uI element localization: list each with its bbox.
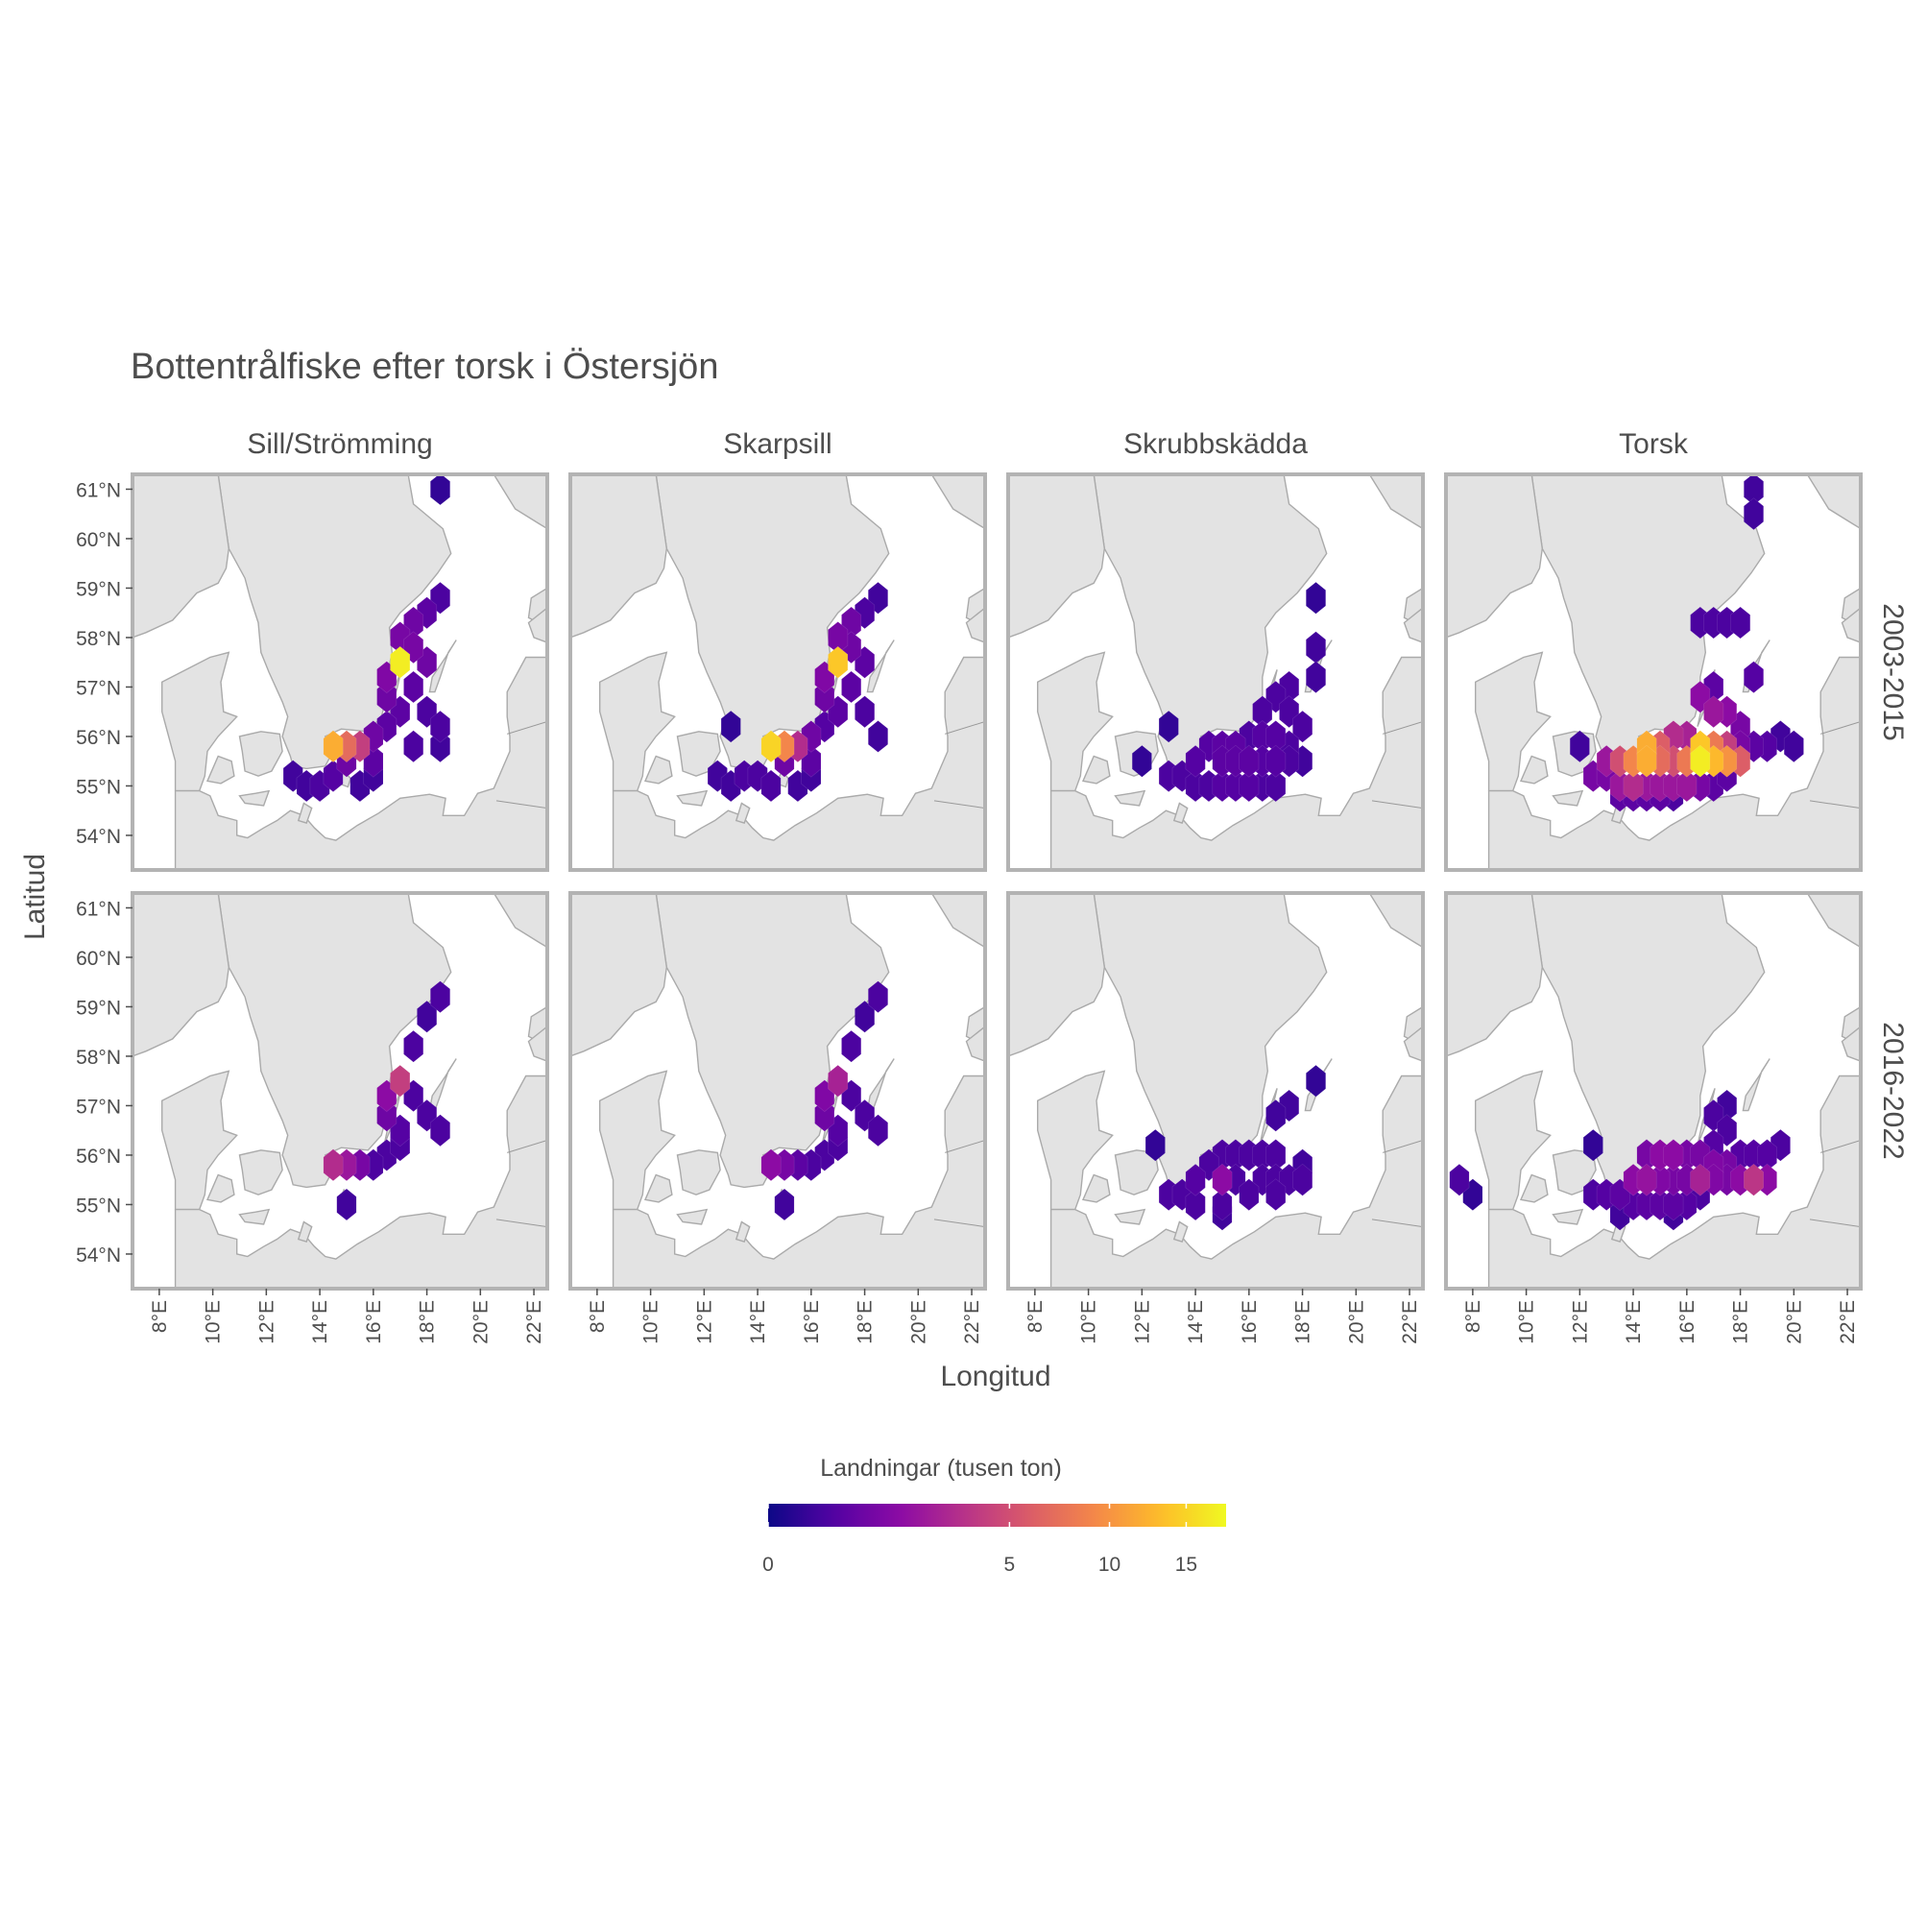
map-layer — [570, 474, 985, 870]
lat-tick-label: 54°N — [76, 1244, 121, 1267]
facet-row-2003-2015: 2003-2015 — [1877, 603, 1909, 740]
lon-tick-label: 20°E — [1783, 1300, 1805, 1344]
lon-tick-label: 10°E — [640, 1300, 662, 1344]
lon-tick-label: 16°E — [363, 1300, 385, 1344]
lon-tick-label: 16°E — [1239, 1300, 1261, 1344]
lat-tick-label: 58°N — [76, 628, 121, 650]
lon-tick-label: 18°E — [1292, 1300, 1314, 1344]
lon-tick-label: 8°E — [149, 1300, 171, 1333]
lat-tick-label: 55°N — [76, 776, 121, 798]
panel-torsk-2003-2015 — [1446, 473, 1861, 870]
map-layer — [1008, 474, 1423, 870]
lon-tick-label: 8°E — [1024, 1300, 1047, 1333]
panel-sill-str-mming-2016-2022: 54°N 55°N 56°N 57°N 58°N 59°N 60°N 61°N 8°E 10°E 1… — [76, 893, 547, 1344]
legend-tick-label: 10 — [1098, 1554, 1120, 1576]
lon-tick-label: 14°E — [1185, 1300, 1207, 1344]
facet-title-skrubbsk-dda: Skrubbskädda — [1123, 428, 1308, 460]
facet-panels: Sill/Strömming Skarpsill Skrubbskädda Torsk… — [76, 428, 1909, 1344]
color-legend: Landningar (tusen ton) 0 5 10 15 — [762, 1455, 1226, 1576]
lon-tick-label: 12°E — [693, 1300, 715, 1344]
map-layer — [1446, 893, 1861, 1289]
lon-tick-label: 10°E — [1078, 1300, 1100, 1344]
panel-skarpsill-2003-2015 — [570, 474, 985, 870]
lon-tick-label: 20°E — [1345, 1300, 1367, 1344]
lon-tick-label: 18°E — [417, 1300, 439, 1344]
legend-tick-label: 5 — [1004, 1554, 1016, 1576]
lon-tick-label: 8°E — [587, 1300, 609, 1333]
lon-tick-label: 20°E — [907, 1300, 929, 1344]
y-axis-label: Latitud — [19, 854, 51, 940]
lon-tick-label: 18°E — [1730, 1300, 1752, 1344]
facet-row-2016-2022: 2016-2022 — [1877, 1022, 1909, 1159]
legend-title: Landningar (tusen ton) — [820, 1455, 1062, 1482]
map-layer — [1446, 473, 1861, 870]
lat-tick-label: 56°N — [76, 1146, 121, 1168]
legend-tick-label: 15 — [1175, 1554, 1197, 1576]
lon-tick-label: 20°E — [470, 1300, 492, 1344]
lon-tick-label: 14°E — [1623, 1300, 1645, 1344]
panel-skarpsill-2016-2022: 8°E 10°E 12°E 14°E 16°E 18°E 20°E 22°E — [570, 893, 985, 1344]
chart-title: Bottentrålfiske efter torsk i Östersjön — [131, 347, 718, 387]
panel-torsk-2016-2022: 8°E 10°E 12°E 14°E 16°E 18°E 20°E 22°E — [1446, 893, 1861, 1344]
lat-tick-label: 57°N — [76, 677, 121, 699]
lon-tick-label: 22°E — [961, 1300, 983, 1344]
lat-tick-label: 56°N — [76, 727, 121, 749]
lon-tick-label: 16°E — [801, 1300, 823, 1344]
lon-tick-label: 8°E — [1462, 1300, 1484, 1333]
lat-tick-label: 61°N — [76, 479, 121, 501]
lat-tick-label: 60°N — [76, 948, 121, 970]
lat-tick-label: 59°N — [76, 997, 121, 1019]
panel-skrubbsk-dda-2003-2015 — [1008, 474, 1423, 870]
lon-tick-label: 22°E — [1399, 1300, 1421, 1344]
facet-title-sill-str-mming: Sill/Strömming — [247, 428, 432, 460]
lat-tick-label: 57°N — [76, 1096, 121, 1118]
lon-tick-label: 22°E — [523, 1300, 545, 1344]
lon-tick-label: 12°E — [255, 1300, 277, 1344]
facet-title-skarpsill: Skarpsill — [723, 428, 831, 460]
map-layer — [1008, 893, 1423, 1289]
lon-tick-label: 14°E — [747, 1300, 769, 1344]
lon-tick-label: 22°E — [1837, 1300, 1859, 1344]
lon-tick-label: 14°E — [309, 1300, 331, 1344]
lat-tick-label: 61°N — [76, 898, 121, 920]
x-axis-label: Longitud — [940, 1361, 1050, 1392]
map-layer — [132, 473, 547, 870]
lat-tick-label: 59°N — [76, 578, 121, 600]
lon-tick-label: 16°E — [1676, 1300, 1698, 1344]
lat-tick-label: 60°N — [76, 529, 121, 551]
legend-tick-label: 0 — [762, 1554, 774, 1576]
lon-tick-label: 18°E — [855, 1300, 877, 1344]
panel-skrubbsk-dda-2016-2022: 8°E 10°E 12°E 14°E 16°E 18°E 20°E 22°E — [1008, 893, 1423, 1344]
facet-title-torsk: Torsk — [1619, 428, 1689, 460]
lat-tick-label: 55°N — [76, 1195, 121, 1217]
legend-colorbar — [768, 1504, 1226, 1527]
map-layer — [570, 893, 985, 1289]
lon-tick-label: 12°E — [1569, 1300, 1591, 1344]
lon-tick-label: 10°E — [203, 1300, 225, 1344]
lon-tick-label: 10°E — [1516, 1300, 1538, 1344]
map-layer — [132, 893, 547, 1289]
lat-tick-label: 58°N — [76, 1047, 121, 1069]
lat-tick-label: 54°N — [76, 826, 121, 848]
lon-tick-label: 12°E — [1131, 1300, 1153, 1344]
panel-sill-str-mming-2003-2015: 54°N 55°N 56°N 57°N 58°N 59°N 60°N 61°N — [76, 473, 547, 870]
